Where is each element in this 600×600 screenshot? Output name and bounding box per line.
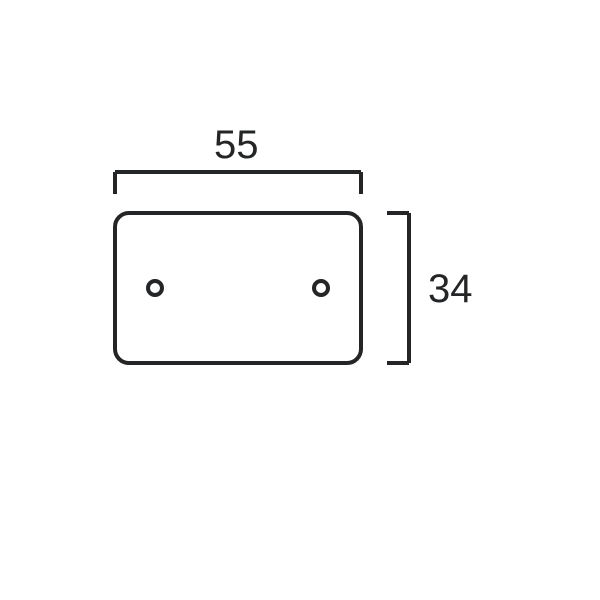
drawing-svg <box>0 0 600 600</box>
dimension-width-label: 55 <box>214 123 259 168</box>
technical-drawing: 55 34 <box>0 0 600 600</box>
dimension-height-label: 34 <box>428 267 473 312</box>
